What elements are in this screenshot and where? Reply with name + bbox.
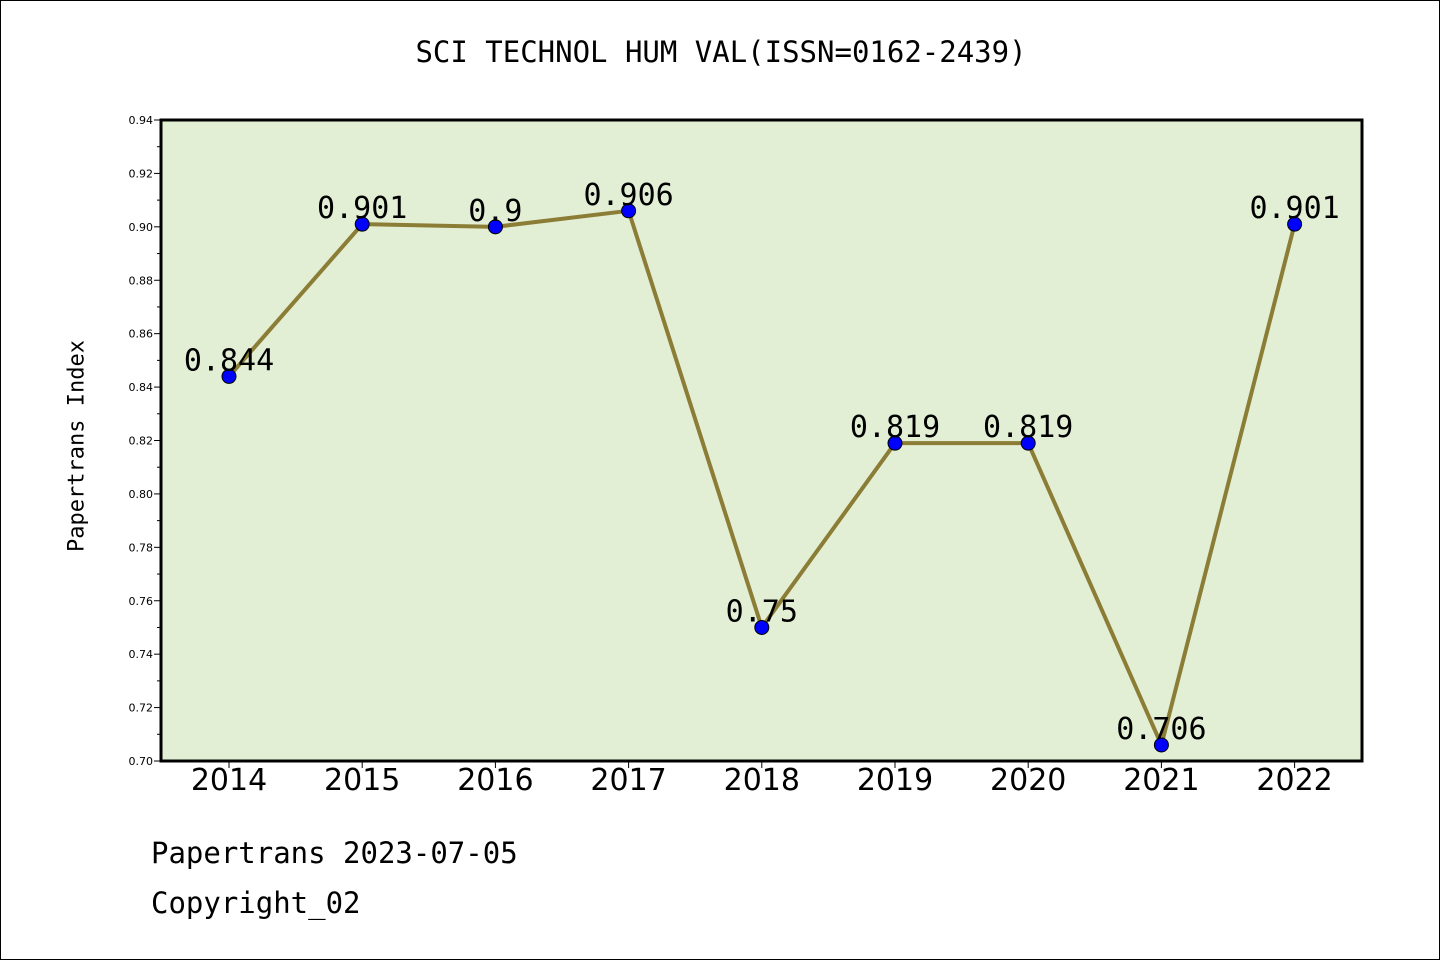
x-tick-label: 2018 xyxy=(724,763,800,798)
data-label: 0.706 xyxy=(1116,712,1206,747)
data-point xyxy=(1287,216,1303,232)
x-tick-label: 2020 xyxy=(990,763,1066,798)
plot-frame xyxy=(159,118,1364,763)
x-tick-label: 2014 xyxy=(191,763,267,798)
data-label: 0.901 xyxy=(317,191,407,226)
y-tick-label: 0.78 xyxy=(129,541,154,554)
y-tick-label: 0.88 xyxy=(129,274,154,287)
data-label: 0.819 xyxy=(850,410,940,445)
data-point xyxy=(1153,737,1169,753)
y-tick-label: 0.72 xyxy=(129,702,154,715)
x-tick-label: 2017 xyxy=(590,763,666,798)
chart-title: SCI TECHNOL HUM VAL(ISSN=0162-2439) xyxy=(415,35,1027,69)
data-label: 0.906 xyxy=(583,178,673,213)
y-tick-label: 0.80 xyxy=(129,488,154,501)
data-point xyxy=(487,219,503,235)
y-axis: 0.70 0.72 0.74 0.76 0.78 0.80 0.82 0.84 0.86 0.88… xyxy=(129,114,161,768)
y-tick-label: 0.86 xyxy=(129,328,154,341)
y-tick-label: 0.74 xyxy=(129,648,154,661)
x-tick-label: 2022 xyxy=(1256,763,1332,798)
y-tick-label: 0.92 xyxy=(129,167,154,180)
data-label: 0.75 xyxy=(726,594,798,629)
y-tick-label: 0.82 xyxy=(129,435,154,448)
data-label: 0.844 xyxy=(184,343,274,378)
y-tick-label: 0.70 xyxy=(129,755,154,768)
y-tick-label: 0.90 xyxy=(129,221,154,234)
data-point xyxy=(354,216,370,232)
data-point xyxy=(1020,435,1036,451)
data-labels-group: 0.844 0.901 0.9 0.906 0.75 0.819 0.819 0.706 0.9… xyxy=(184,178,1340,747)
data-point xyxy=(621,203,637,219)
x-tick-label: 2021 xyxy=(1123,763,1199,798)
data-point xyxy=(221,368,237,384)
data-label: 0.9 xyxy=(468,194,522,229)
y-tick-label: 0.76 xyxy=(129,595,154,608)
data-point xyxy=(754,619,770,635)
markers-group xyxy=(221,203,1303,753)
y-tick-label: 0.84 xyxy=(129,381,154,394)
x-tick-label: 2016 xyxy=(457,763,533,798)
data-point xyxy=(887,435,903,451)
x-axis: 2014 2015 2016 2017 2018 2019 2020 2021 2022 xyxy=(191,761,1333,798)
footer-copyright: Copyright_02 xyxy=(151,886,361,920)
x-tick-label: 2019 xyxy=(857,763,933,798)
data-label: 0.901 xyxy=(1249,191,1339,226)
footer-date: Papertrans 2023-07-05 xyxy=(151,836,518,870)
data-label: 0.819 xyxy=(983,410,1073,445)
y-tick-label: 0.94 xyxy=(129,114,154,127)
x-tick-label: 2015 xyxy=(324,763,400,798)
